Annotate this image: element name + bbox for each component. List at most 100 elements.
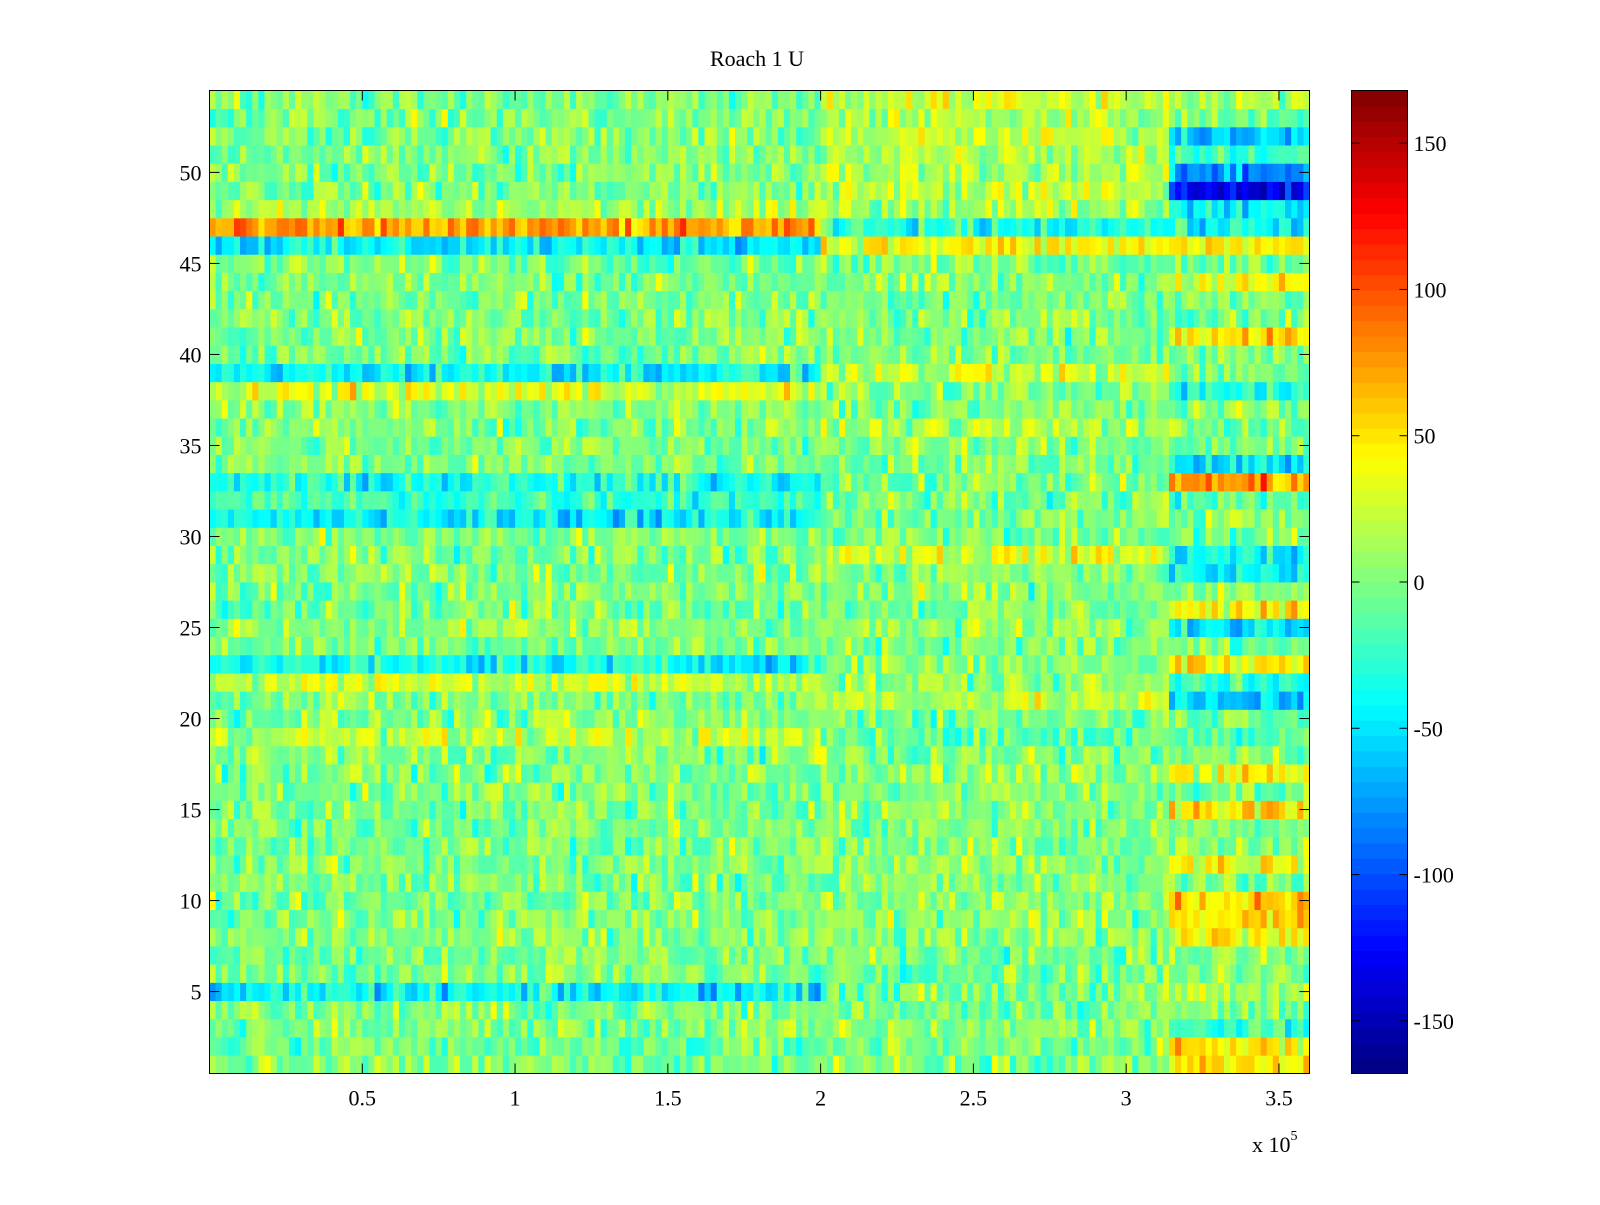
heatmap-cell	[1028, 745, 1035, 765]
heatmap-cell	[563, 909, 571, 929]
heatmap-cell	[710, 618, 718, 638]
heatmap-cell	[264, 836, 272, 856]
heatmap-cell	[1077, 1055, 1084, 1074]
heatmap-cell	[643, 727, 650, 747]
heatmap-cell	[405, 1037, 412, 1056]
heatmap-cell	[1181, 818, 1188, 838]
heatmap-cell	[496, 654, 504, 674]
heatmap-cell	[1132, 1018, 1139, 1038]
heatmap-cell	[417, 563, 424, 583]
heatmap-cell	[209, 818, 217, 838]
heatmap-cell	[221, 727, 229, 747]
heatmap-cell	[1266, 782, 1274, 801]
heatmap-cell	[820, 800, 828, 820]
heatmap-cell	[948, 636, 956, 656]
heatmap-cell	[661, 1000, 669, 1020]
heatmap-cell	[1236, 1037, 1243, 1056]
heatmap-cell	[288, 1037, 296, 1056]
heatmap-cell	[893, 1055, 901, 1074]
heatmap-cell	[912, 618, 919, 638]
heatmap-cell	[325, 836, 333, 856]
heatmap-cell	[1144, 764, 1152, 783]
heatmap-cell	[539, 782, 547, 801]
heatmap-cell	[783, 745, 791, 765]
heatmap-cell	[405, 709, 412, 729]
heatmap-cell	[502, 691, 510, 710]
heatmap-cell	[1199, 727, 1207, 747]
heatmap-cell	[1046, 709, 1054, 729]
heatmap-cell	[673, 782, 681, 801]
heatmap-cell	[1144, 855, 1152, 874]
heatmap-cell	[282, 691, 290, 710]
heatmap-cell	[576, 691, 583, 710]
heatmap-cell	[808, 800, 815, 820]
heatmap-cell	[527, 891, 534, 911]
heatmap-cell	[527, 927, 534, 947]
heatmap-cell	[270, 636, 278, 656]
heatmap-cell	[930, 782, 938, 801]
heatmap-cell	[1248, 1000, 1255, 1020]
heatmap-cell	[343, 964, 351, 983]
heatmap-cell	[313, 673, 320, 692]
heatmap-cell	[1003, 691, 1011, 710]
heatmap-cell	[814, 709, 822, 729]
heatmap-cell	[704, 836, 712, 856]
heatmap-cell	[845, 1000, 852, 1020]
heatmap-cell	[618, 673, 626, 692]
heatmap-cell	[857, 654, 864, 674]
heatmap-cell	[1223, 909, 1231, 929]
heatmap-cell	[1101, 1018, 1109, 1038]
heatmap-cell	[209, 764, 217, 783]
heatmap-cell	[1175, 1055, 1182, 1074]
heatmap-cell	[337, 745, 345, 765]
heatmap-cell	[979, 1037, 987, 1056]
heatmap-cell	[533, 855, 540, 874]
heatmap-cell	[1113, 927, 1121, 947]
heatmap-cell	[893, 709, 901, 729]
heatmap-cell	[368, 745, 375, 765]
heatmap-cell	[313, 836, 320, 856]
heatmap-cell	[1199, 654, 1207, 674]
heatmap-cell	[1113, 636, 1121, 656]
heatmap-cell	[1034, 927, 1042, 947]
heatmap-cell	[991, 946, 999, 965]
heatmap-cell	[362, 982, 369, 1002]
heatmap-cell	[955, 909, 962, 929]
heatmap-cell	[478, 654, 485, 674]
heatmap-cell	[680, 909, 687, 929]
heatmap-cell	[893, 673, 901, 692]
heatmap-cell	[930, 855, 938, 874]
heatmap-cell	[466, 782, 473, 801]
heatmap-cell	[478, 1018, 485, 1038]
heatmap-cell	[881, 1018, 889, 1038]
heatmap-cell	[948, 673, 956, 692]
heatmap-cell	[496, 745, 504, 765]
heatmap-cell	[1113, 673, 1121, 692]
heatmap-cell	[1022, 600, 1029, 619]
heatmap-cell	[796, 636, 803, 656]
heatmap-cell	[906, 964, 913, 983]
heatmap-cell	[832, 691, 840, 710]
heatmap-cell	[466, 818, 473, 838]
heatmap-cell	[1175, 745, 1182, 765]
heatmap-cell	[411, 782, 418, 801]
heatmap-cell	[869, 964, 877, 983]
heatmap-cell	[1248, 709, 1255, 729]
heatmap-cell	[747, 836, 754, 856]
heatmap-cell	[1095, 654, 1103, 674]
heatmap-cell	[942, 946, 950, 965]
heatmap-cell	[1199, 927, 1207, 947]
heatmap-cell	[1181, 782, 1188, 801]
heatmap-cell	[1083, 964, 1090, 983]
heatmap-cell	[973, 727, 980, 747]
heatmap-cell	[716, 873, 724, 892]
heatmap-cell	[325, 964, 333, 983]
heatmap-cell	[887, 673, 895, 692]
heatmap-cell	[1052, 636, 1060, 656]
heatmap-cell	[557, 727, 565, 747]
heatmap-cell	[209, 927, 217, 947]
heatmap-cell	[1230, 582, 1237, 601]
heatmap-cell	[362, 709, 369, 729]
heatmap-cell	[362, 836, 369, 856]
heatmap-cell	[900, 909, 907, 929]
